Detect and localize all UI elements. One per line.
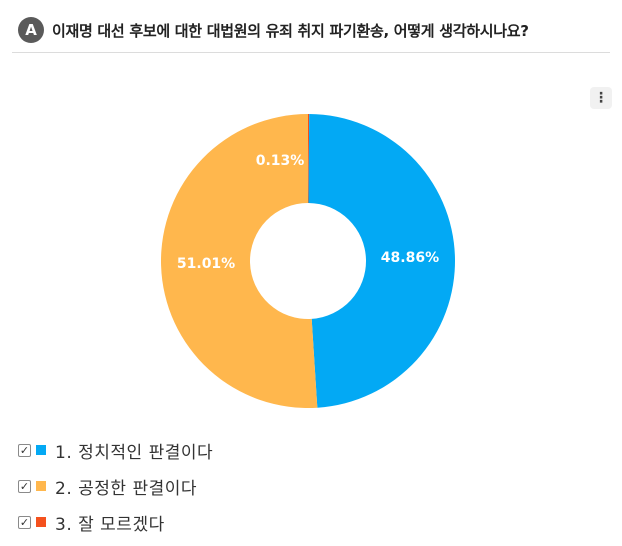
section-badge: A (18, 17, 44, 43)
donut-slice-2[interactable] (160, 114, 318, 408)
slice-label-1: 48.86% (381, 250, 439, 266)
donut-chart: 0.13% 48.86% 51.01% (160, 114, 456, 408)
donut-slice-3[interactable] (308, 114, 310, 204)
chart-title: 이재명 대선 후보에 대한 대법원의 유죄 취지 파기환송, 어떻게 생각하시나… (52, 21, 529, 40)
slice-label-3: 0.13% (256, 153, 305, 169)
header-divider (12, 52, 610, 53)
legend-label-1: 1. 정치적인 판결이다 (55, 442, 214, 463)
donut-slice-1[interactable] (308, 114, 456, 408)
legend-item-2[interactable]: ✓ 2. 공정한 판결이다 (18, 468, 213, 504)
legend-label-3: 3. 잘 모르겠다 (55, 514, 165, 535)
slice-label-2: 51.01% (177, 256, 235, 272)
legend-swatch-1 (36, 445, 46, 455)
legend-item-1[interactable]: ✓ 1. 정치적인 판결이다 (18, 432, 213, 468)
legend-swatch-3 (36, 517, 46, 527)
legend-label-2: 2. 공정한 판결이다 (55, 478, 198, 499)
legend-swatch-2 (36, 481, 46, 491)
more-vertical-icon[interactable]: ⋮ (590, 87, 612, 109)
legend-checkbox-1[interactable]: ✓ (18, 443, 31, 457)
chart-header: A 이재명 대선 후보에 대한 대법원의 유죄 취지 파기환송, 어떻게 생각하… (12, 10, 610, 50)
legend-checkbox-3[interactable]: ✓ (18, 515, 31, 529)
legend-item-3[interactable]: ✓ 3. 잘 모르겠다 (18, 504, 213, 540)
legend: ✓ 1. 정치적인 판결이다 ✓ 2. 공정한 판결이다 ✓ 3. 잘 모르겠다 (18, 432, 213, 540)
legend-checkbox-2[interactable]: ✓ (18, 479, 31, 493)
